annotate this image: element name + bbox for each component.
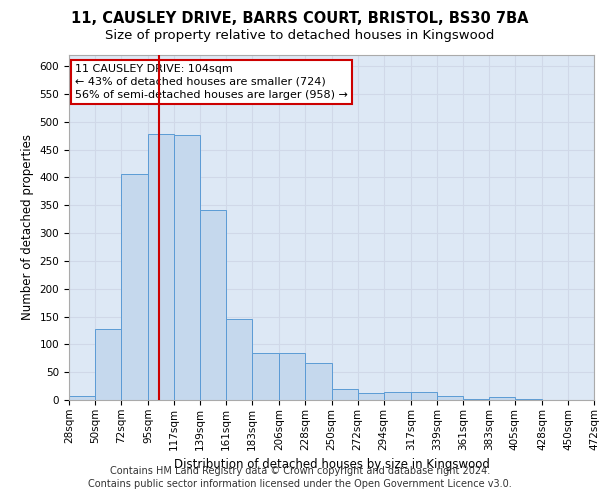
Bar — [200, 210, 226, 400]
Bar — [594, 397, 600, 400]
Bar — [437, 396, 463, 400]
Bar — [148, 134, 174, 400]
X-axis label: Distribution of detached houses by size in Kingswood: Distribution of detached houses by size … — [173, 458, 490, 471]
Bar — [305, 362, 331, 400]
Bar — [226, 320, 252, 400]
Bar — [489, 397, 515, 400]
Text: Contains HM Land Registry data © Crown copyright and database right 2024.: Contains HM Land Registry data © Crown c… — [110, 466, 490, 476]
Bar — [95, 330, 121, 400]
Bar — [358, 394, 383, 400]
Bar — [69, 396, 95, 400]
Bar — [331, 389, 358, 400]
Bar — [121, 174, 148, 400]
Text: Contains public sector information licensed under the Open Government Licence v3: Contains public sector information licen… — [88, 479, 512, 489]
Text: 11 CAUSLEY DRIVE: 104sqm
← 43% of detached houses are smaller (724)
56% of semi-: 11 CAUSLEY DRIVE: 104sqm ← 43% of detach… — [76, 64, 348, 100]
Bar — [174, 134, 200, 400]
Bar — [411, 392, 437, 400]
Bar — [280, 352, 305, 400]
Bar — [383, 392, 411, 400]
Y-axis label: Number of detached properties: Number of detached properties — [21, 134, 34, 320]
Text: 11, CAUSLEY DRIVE, BARRS COURT, BRISTOL, BS30 7BA: 11, CAUSLEY DRIVE, BARRS COURT, BRISTOL,… — [71, 11, 529, 26]
Bar — [252, 352, 280, 400]
Text: Size of property relative to detached houses in Kingswood: Size of property relative to detached ho… — [106, 29, 494, 42]
